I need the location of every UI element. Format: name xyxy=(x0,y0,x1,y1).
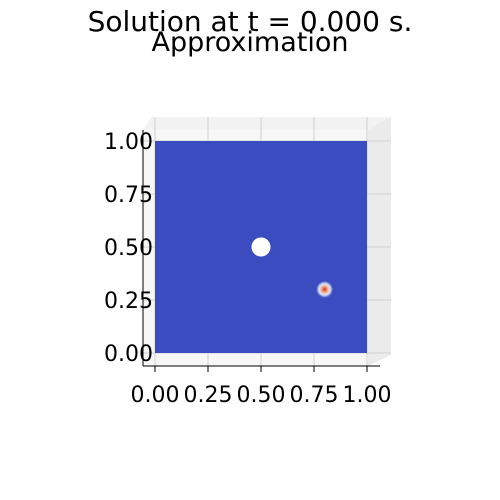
surface xyxy=(155,141,367,353)
y-tick-label: 0.00 xyxy=(104,342,153,367)
x-tick-label: 0.75 xyxy=(290,383,339,408)
x-tick-label: 0.25 xyxy=(184,383,233,408)
back-pane-right xyxy=(368,117,391,366)
y-tick-label: 0.75 xyxy=(104,183,153,208)
hole xyxy=(251,237,271,257)
figure-suptitle: Solution at t = 0.000 s. xyxy=(87,5,413,38)
hotspot xyxy=(316,280,334,298)
y-tick-label: 0.25 xyxy=(104,289,153,314)
y-tick-label: 1.00 xyxy=(104,130,153,155)
tick-labels: 0.00 0.25 0.50 0.75 1.000.000.250.500.751.00 xyxy=(104,130,391,408)
axes-title: Approximation xyxy=(151,27,349,58)
back-pane-top xyxy=(143,117,391,130)
axes-lines xyxy=(142,130,380,372)
x-tick-label: 0.50 xyxy=(237,383,286,408)
x-tick-label: 1.00 xyxy=(343,383,392,408)
y-tick-label: 0.50 xyxy=(104,236,153,261)
x-tick-label: 0.00 xyxy=(131,383,180,408)
